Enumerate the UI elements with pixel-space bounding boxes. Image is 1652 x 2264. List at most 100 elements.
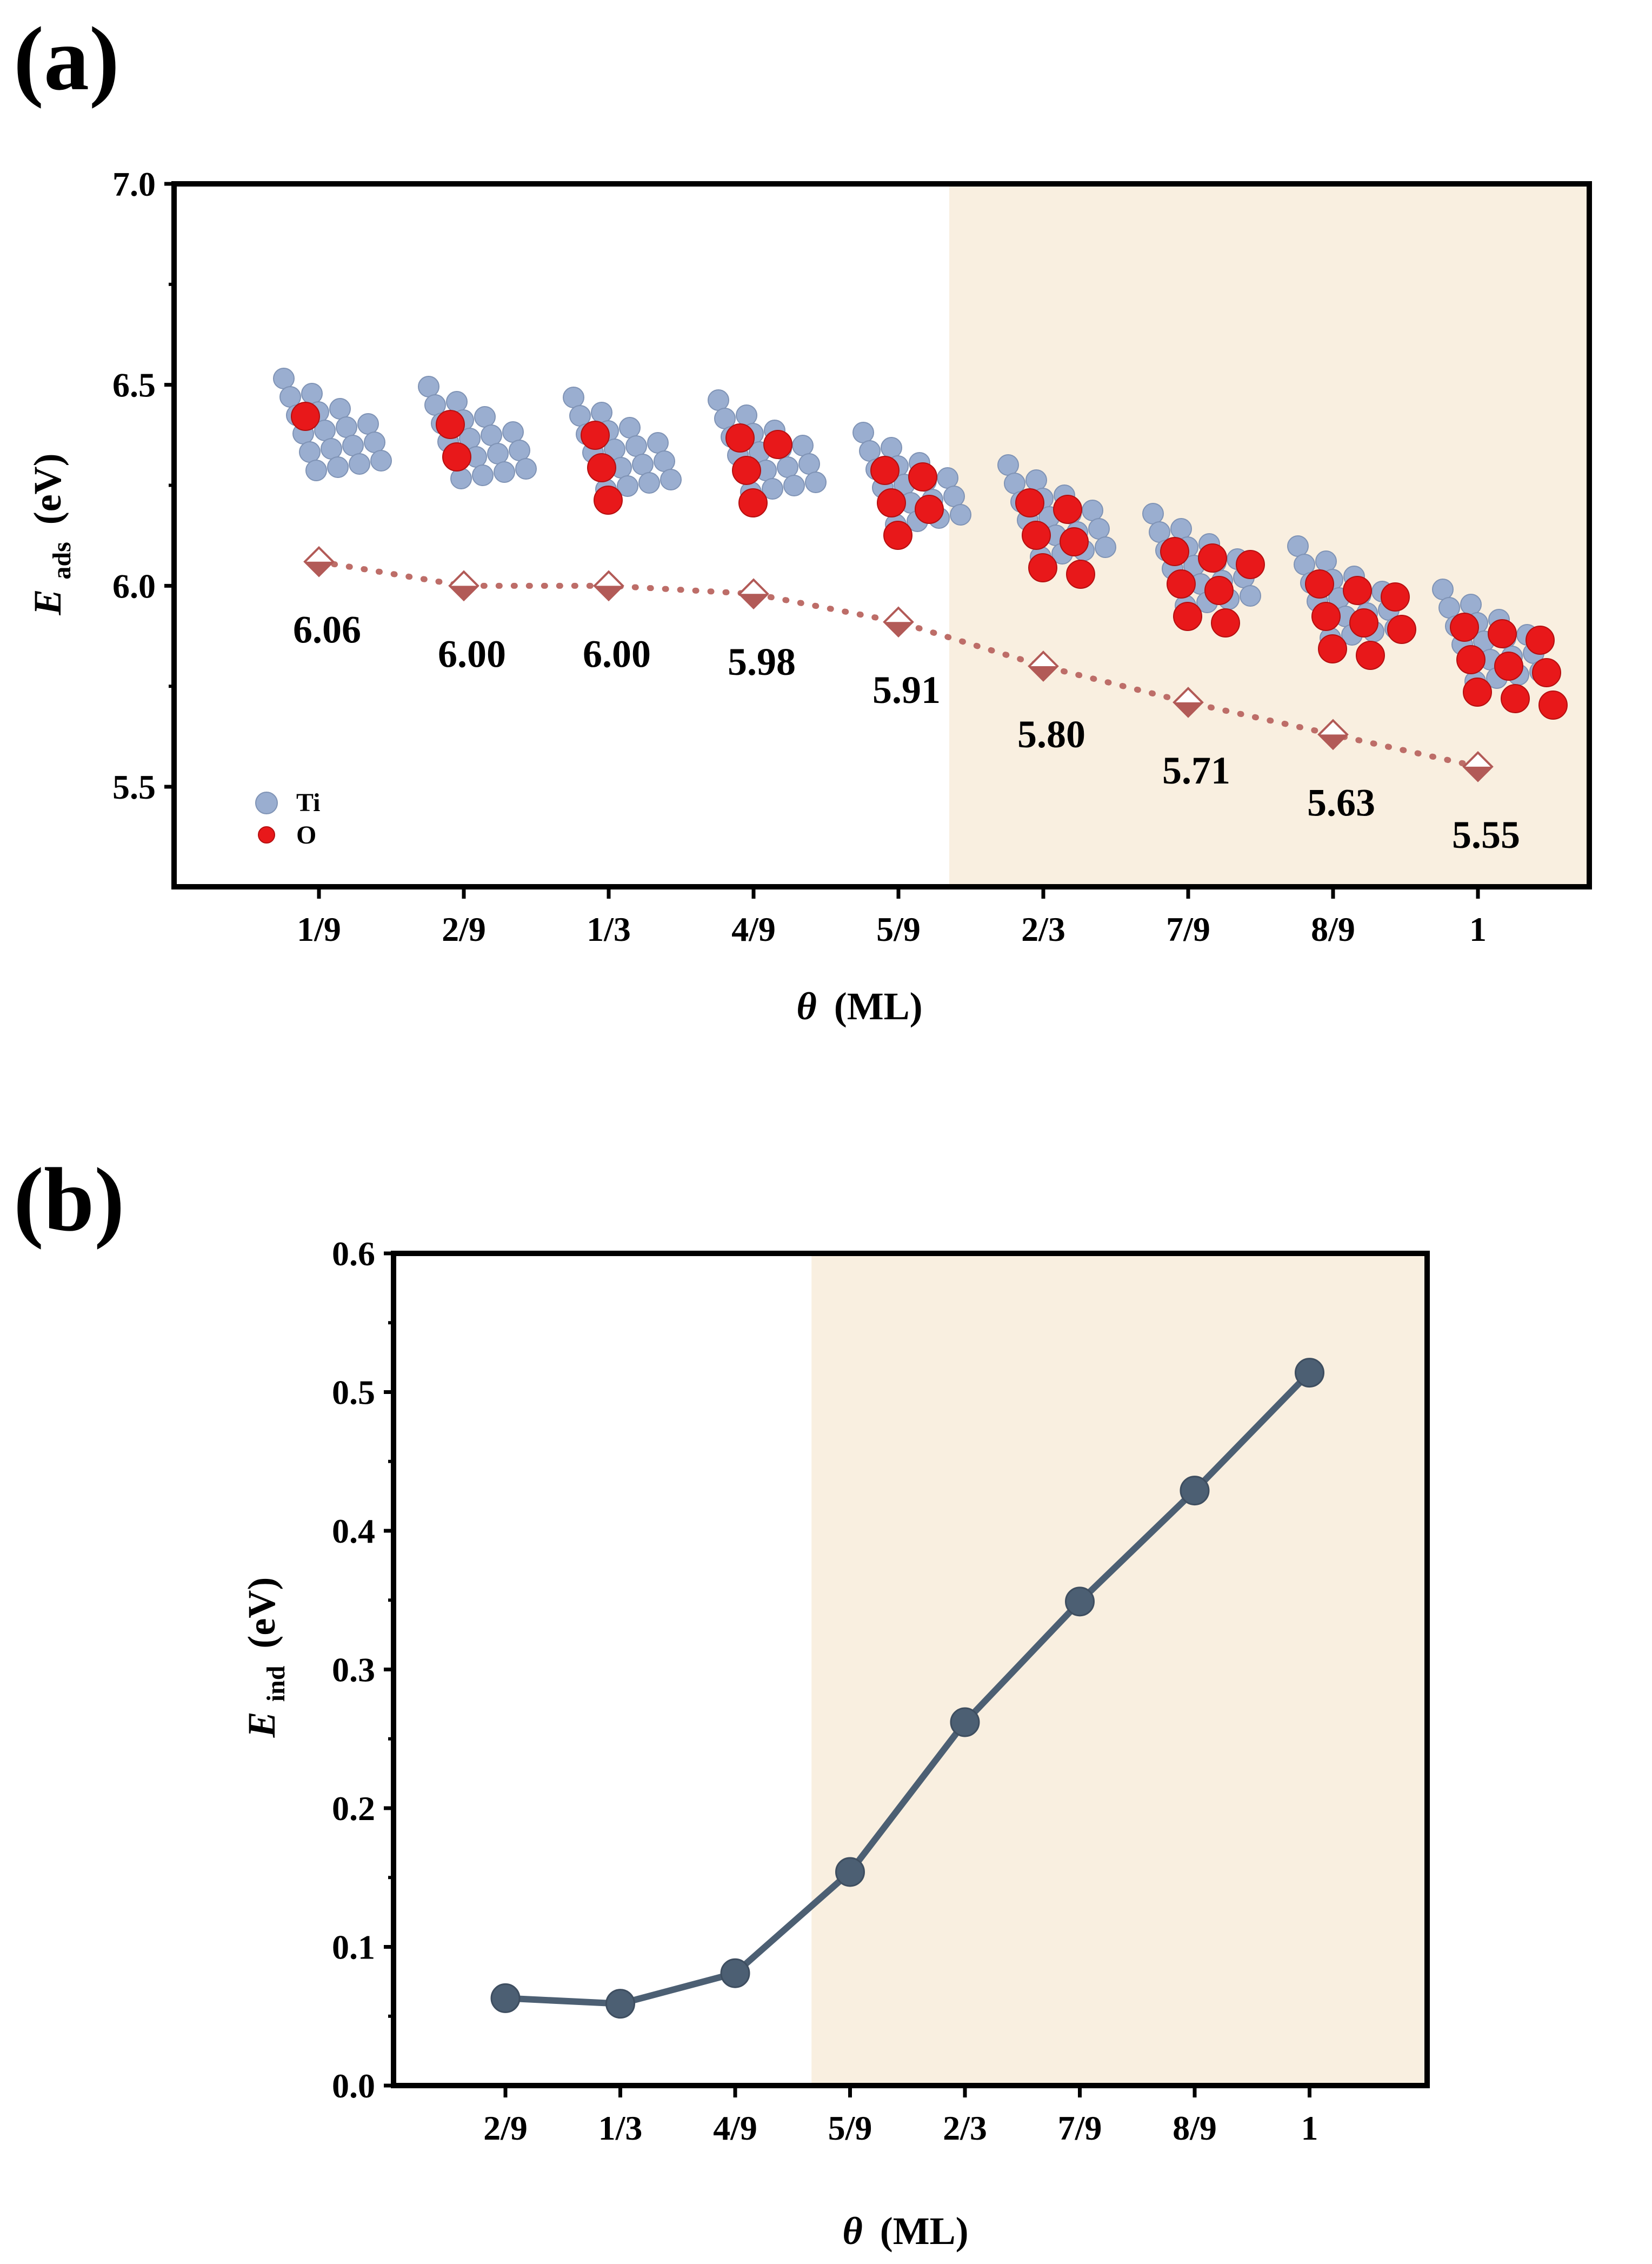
marker-fill: [1319, 734, 1347, 749]
o-atom: [594, 486, 623, 515]
o-atom: [883, 521, 912, 550]
o-atom: [581, 421, 610, 450]
o-atom: [1167, 569, 1196, 599]
structure-inset: [708, 389, 827, 517]
ti-atom-icon: [255, 792, 278, 814]
panel-a-y-title-sub: ads: [48, 542, 76, 579]
ti-atom: [777, 456, 798, 478]
panel-b-series: [490, 1358, 1324, 2019]
ti-atom: [418, 376, 439, 397]
ti-atom: [625, 435, 647, 457]
legend-label-o: O: [296, 821, 316, 849]
ti-atom: [336, 416, 357, 438]
ti-atom: [783, 475, 805, 496]
ti-atom: [714, 408, 736, 429]
structure-inset: [418, 376, 537, 489]
y-tick-label: 6.0: [112, 567, 156, 605]
o-atom: [877, 488, 906, 517]
x-tick-label: 5/9: [876, 910, 921, 948]
y-tick-label: 0.6: [332, 1234, 375, 1273]
ti-atom: [943, 486, 965, 507]
o-atom: [1501, 684, 1530, 713]
marker-fill: [1029, 666, 1057, 680]
data-point: [490, 1983, 521, 2013]
marker-fill: [740, 594, 768, 608]
y-tick-label: 5.5: [112, 768, 156, 806]
data-point: [1065, 1586, 1095, 1617]
ti-atom: [487, 443, 509, 464]
panel-a-label: (a): [14, 9, 119, 109]
ti-atom: [494, 461, 515, 483]
x-tick-label: 1/3: [587, 910, 631, 948]
x-tick-label: 2/9: [442, 910, 486, 948]
panel-a-y-axis-title: E ads (eV): [26, 453, 79, 615]
ti-atom: [617, 475, 638, 497]
ti-atom: [881, 437, 902, 459]
panel-b-y-title-sub: ind: [262, 1665, 290, 1702]
panel-b-y-title-symbol: E: [240, 1711, 283, 1738]
ti-atom: [638, 472, 660, 494]
y-tick-label: 6.5: [112, 366, 156, 404]
data-point: [1462, 751, 1494, 782]
structure-inset: [1142, 503, 1265, 638]
structure-inset: [273, 368, 392, 481]
o-atom: [1526, 626, 1555, 655]
ti-atom: [474, 406, 496, 428]
ti-atom: [654, 450, 675, 472]
data-point: [1317, 719, 1349, 751]
ti-atom: [502, 421, 524, 443]
ti-atom: [446, 391, 468, 413]
ti-atom: [805, 472, 827, 493]
data-point: [605, 1989, 635, 2019]
marker-fill: [884, 622, 912, 636]
ti-atom: [1438, 597, 1460, 619]
o-atom: [1060, 527, 1089, 556]
o-atom: [908, 462, 937, 492]
ti-atom: [349, 453, 370, 475]
panel-b-x-axis-title: θ (ML): [842, 2209, 968, 2253]
ti-atom: [1460, 594, 1482, 615]
ti-atom: [357, 413, 379, 435]
structure-inset: [563, 387, 682, 515]
o-atom: [1456, 645, 1486, 674]
ti-atom: [563, 387, 584, 408]
ti-atom: [1149, 521, 1170, 543]
o-atom: [1488, 619, 1517, 648]
x-tick-label: 1: [1469, 910, 1487, 948]
x-tick-label: 1: [1301, 2109, 1318, 2147]
x-tick-label: 2/9: [483, 2109, 528, 2147]
x-tick-label: 8/9: [1311, 910, 1355, 948]
ti-atom: [1294, 554, 1315, 575]
ti-atom: [708, 389, 729, 411]
o-atom: [1356, 641, 1385, 670]
ti-atom: [736, 404, 757, 426]
series-line: [316, 559, 1481, 770]
ti-atom: [619, 417, 641, 439]
ti-atom: [299, 441, 321, 463]
data-point: [835, 1857, 865, 1887]
ti-atom: [852, 422, 874, 443]
o-atom: [436, 410, 465, 439]
ti-atom: [515, 458, 537, 480]
o-atom: [738, 488, 768, 517]
data-label: 5.63: [1307, 781, 1375, 824]
x-tick-label: 7/9: [1058, 2109, 1102, 2147]
ti-atom: [632, 454, 654, 475]
x-tick-label: 2/3: [1021, 910, 1065, 948]
data-label: 5.55: [1452, 813, 1520, 857]
ti-atom: [798, 453, 820, 475]
o-atom: [1381, 582, 1410, 612]
panel-a-x-axis-title: θ (ML): [796, 985, 922, 1028]
panel-b-y-axis-title: E ind (eV): [240, 1577, 293, 1738]
panel-b-y-title-unit: (eV): [240, 1577, 283, 1649]
o-atom: [1305, 569, 1334, 599]
marker-fill: [305, 561, 333, 576]
o-atom: [1494, 652, 1523, 681]
o-atom: [1022, 521, 1051, 550]
marker-fill: [1464, 766, 1492, 781]
o-atom: [1028, 553, 1057, 582]
data-point: [950, 1707, 980, 1737]
structure-inset: [1287, 535, 1416, 670]
x-tick-label: 1/9: [297, 910, 341, 948]
